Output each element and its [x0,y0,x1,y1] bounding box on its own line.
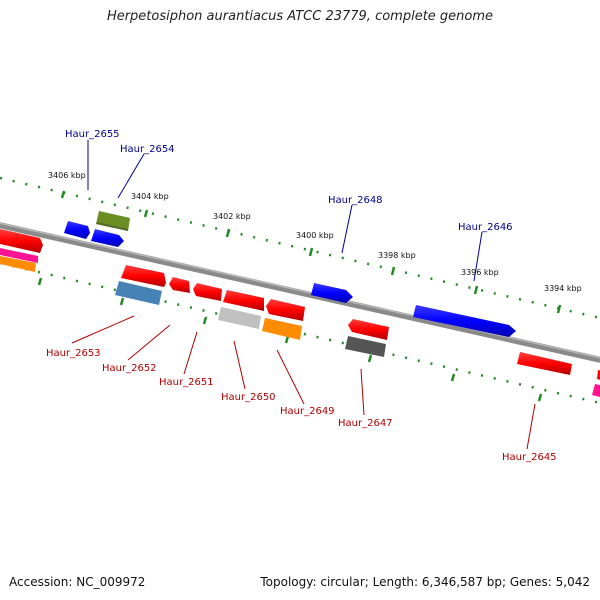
gene-arrow[interactable] [115,281,162,305]
forward-leader-lines [87,140,483,282]
kbp-label: 3404 kbp [131,192,169,201]
reverse-leader-lines [71,315,536,450]
gene-label-haur-2649[interactable]: Haur_2649 [280,406,335,417]
gene-arrow[interactable] [0,248,38,263]
gene-arrow[interactable] [218,307,261,329]
genome-info-text: Topology: circular; Length: 6,346,587 bp… [260,575,590,589]
kbp-label: 3402 kbp [213,212,251,221]
gene-label-haur-2647[interactable]: Haur_2647 [338,418,393,429]
gene-arrow[interactable] [223,290,264,311]
accession-text: Accession: NC_009972 [9,575,146,589]
kbp-label: 3406 kbp [48,171,86,180]
gene-label-haur-2648[interactable]: Haur_2648 [328,195,383,206]
genome-backbone [0,222,600,363]
gene-label-haur-2652[interactable]: Haur_2652 [102,363,157,374]
gene-label-haur-2651[interactable]: Haur_2651 [159,377,214,388]
kbp-label: 3396 kbp [461,268,499,277]
gene-label-haur-2655[interactable]: Haur_2655 [65,129,120,140]
gene-arrow[interactable] [0,256,36,272]
gene-label-haur-2646[interactable]: Haur_2646 [458,222,513,233]
gene-arrow[interactable] [169,277,190,293]
gene-arrow[interactable] [193,283,222,301]
gene-arrow[interactable] [345,336,386,357]
map-title: Herpetosiphon aurantiacus ATCC 23779, co… [106,9,494,24]
gene-arrow[interactable] [64,221,90,239]
gene-arrow[interactable] [91,229,124,247]
forward-genes [0,211,516,337]
gene-arrow[interactable] [348,319,389,340]
gene-arrow[interactable] [517,352,572,375]
gene-label-haur-2654[interactable]: Haur_2654 [120,144,175,155]
kbp-label: 3394 kbp [544,284,582,293]
gene-arrow[interactable] [597,370,600,381]
kbp-label: 3398 kbp [378,251,416,260]
gene-arrow[interactable] [262,318,302,340]
gene-label-haur-2653[interactable]: Haur_2653 [46,348,101,359]
gene-arrow[interactable] [96,211,130,231]
gene-label-haur-2650[interactable]: Haur_2650 [221,392,276,403]
inner-scale-ring [0,261,600,405]
kbp-label: 3400 kbp [296,231,334,240]
outer-scale-ring [0,176,600,320]
gene-arrow[interactable] [592,384,600,398]
gene-arrow[interactable] [121,265,166,287]
gene-arrow[interactable] [0,229,43,253]
gene-arrow[interactable] [311,283,353,303]
gene-label-haur-2645[interactable]: Haur_2645 [502,452,557,463]
gene-arrow[interactable] [413,305,516,337]
gene-arrow [96,222,128,231]
reverse-genes [115,265,600,398]
gene-arrow[interactable] [266,299,305,321]
